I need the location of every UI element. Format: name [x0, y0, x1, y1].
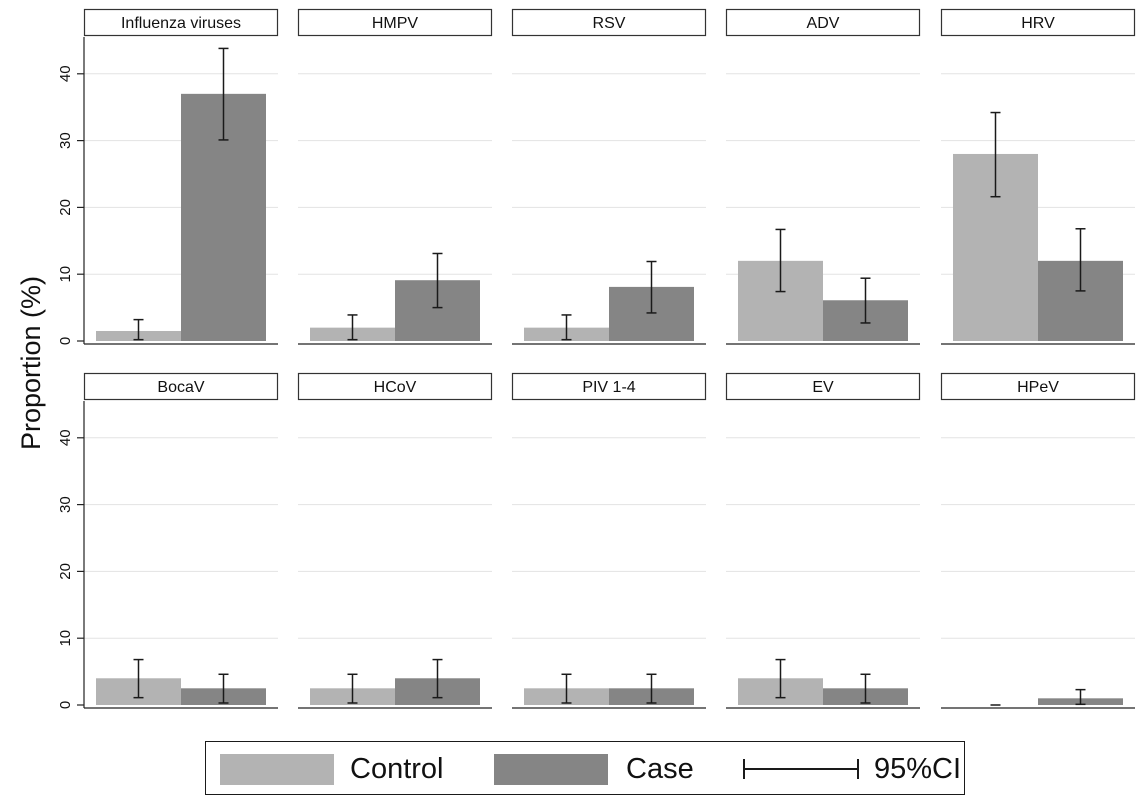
- panel-title: BocaV: [157, 379, 204, 396]
- panel-hmpv: HMPV: [297, 8, 493, 345]
- panel-title: HPeV: [1017, 379, 1059, 396]
- panel-hcov: HCoV: [297, 372, 493, 709]
- ci-bar-control: [347, 314, 358, 341]
- panel-bocav: BocaV: [83, 372, 279, 709]
- ci-bar-control: [133, 318, 144, 341]
- panel-title-box: [83, 372, 279, 401]
- panel-title-box: [725, 8, 921, 37]
- ci-bar-case: [432, 658, 443, 699]
- ci-bar-case: [432, 252, 443, 309]
- y-tick-label: 30: [57, 132, 74, 149]
- panel-ev: EV: [725, 372, 921, 709]
- y-tick-label: 20: [57, 199, 74, 216]
- y-tick-label: 40: [57, 65, 74, 82]
- ci-bar-case: [860, 277, 871, 324]
- y-tick-label: 0: [57, 337, 74, 345]
- ci-bar-control: [347, 673, 358, 704]
- ci-bar-control: [990, 111, 1001, 198]
- panel-title-box: [297, 8, 493, 37]
- panel-influenza-viruses: Influenza viruses: [83, 8, 279, 345]
- ci-bar-control: [133, 658, 144, 699]
- ci-bar-case: [218, 47, 229, 141]
- y-tick-label: 40: [57, 429, 74, 446]
- y-tick-label: 10: [57, 266, 74, 283]
- ci-bar-case: [1075, 688, 1086, 706]
- panel-title: HRV: [1021, 15, 1055, 32]
- ci-bar-case: [1075, 228, 1086, 292]
- panel-title-box: [297, 372, 493, 401]
- legend-swatch-case: [494, 754, 608, 785]
- y-tick-label: 0: [57, 701, 74, 709]
- panel-rsv: RSV: [511, 8, 707, 345]
- ci-bar-control: [775, 228, 786, 293]
- ci-whisker-icon: [743, 759, 859, 779]
- panel-title: RSV: [593, 15, 626, 32]
- ci-bar-control: [561, 673, 572, 704]
- panel-hrv: HRV: [940, 8, 1136, 345]
- chart-canvas: Proportion (%) 0 10 20 30 40 0 10 20 30 40 Influenz…: [16, 8, 1136, 709]
- panel-title-box: [940, 372, 1136, 401]
- panel-title-box: [725, 372, 921, 401]
- panel-title-box: [940, 8, 1136, 37]
- panel-title: HMPV: [372, 15, 419, 32]
- ci-bar-case: [646, 260, 657, 314]
- panel-title-box: [83, 8, 279, 37]
- legend-label-control: Control: [350, 753, 444, 785]
- panel-title: EV: [812, 379, 834, 396]
- panel-hpev: HPeV: [940, 372, 1136, 709]
- panel-title-box: [511, 372, 707, 401]
- ci-bar-control: [561, 314, 572, 341]
- panel-title: Influenza viruses: [121, 15, 241, 32]
- ci-bar-control: [775, 658, 786, 699]
- y-axis-title: Proportion (%): [16, 276, 46, 450]
- ci-bar-case: [860, 673, 871, 704]
- panel-title: HCoV: [374, 379, 417, 396]
- legend-label-case: Case: [626, 753, 694, 785]
- panel-title-box: [511, 8, 707, 37]
- chart-legend: Control Case 95%CI: [205, 741, 965, 795]
- panel-title: PIV 1-4: [582, 379, 635, 396]
- panel-piv-1-4: PIV 1-4: [511, 372, 707, 709]
- panel-adv: ADV: [725, 8, 921, 345]
- legend-swatch-control: [220, 754, 334, 785]
- y-tick-label: 20: [57, 563, 74, 580]
- ci-bar-case: [218, 673, 229, 704]
- ci-bar-case: [646, 673, 657, 704]
- y-tick-label: 30: [57, 496, 74, 513]
- legend-label-ci: 95%CI: [874, 753, 962, 785]
- panel-title: ADV: [807, 15, 840, 32]
- y-tick-label: 10: [57, 630, 74, 647]
